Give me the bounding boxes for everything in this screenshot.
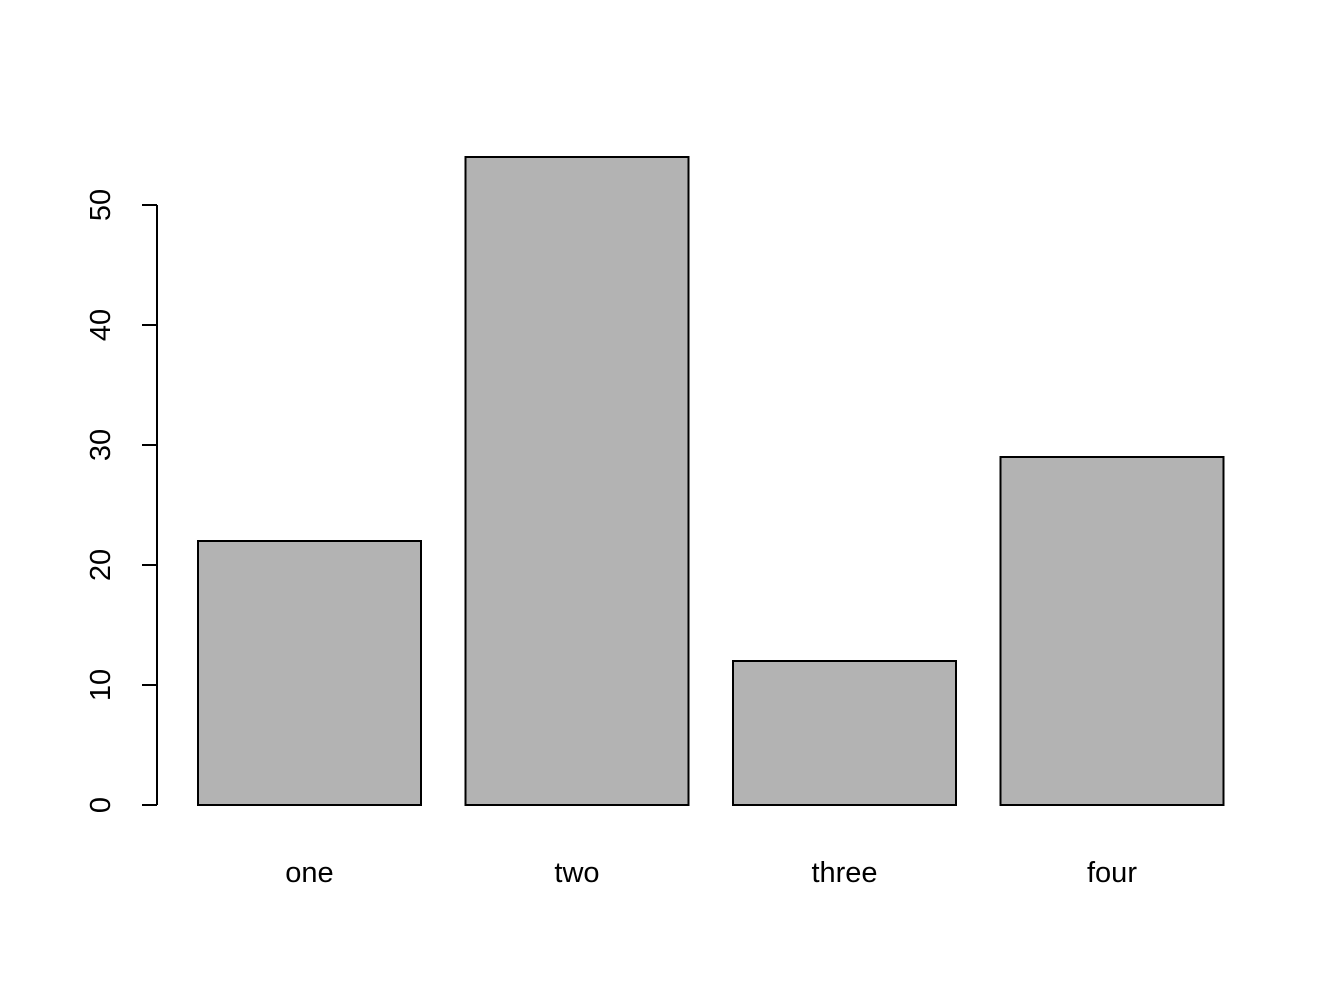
category-label-three: three xyxy=(811,857,877,889)
y-tick-label-20: 20 xyxy=(85,549,117,581)
category-label-two: two xyxy=(554,857,599,889)
bar-four xyxy=(999,456,1225,806)
y-tick-label-0: 0 xyxy=(85,797,117,813)
x-axis-labels: one two three four xyxy=(285,857,1137,889)
bar-three xyxy=(732,660,957,806)
bars-layer xyxy=(197,156,1225,806)
category-label-one: one xyxy=(285,857,333,889)
y-tick-label-10: 10 xyxy=(85,669,117,701)
y-tick-label-40: 40 xyxy=(85,309,117,341)
y-tick-label-30: 30 xyxy=(85,429,117,461)
category-label-four: four xyxy=(1087,857,1137,889)
bar-one xyxy=(197,540,422,806)
bar-two xyxy=(464,156,690,806)
y-axis: 0 10 20 30 40 50 xyxy=(85,189,158,813)
y-tick-label-50: 50 xyxy=(85,189,117,221)
